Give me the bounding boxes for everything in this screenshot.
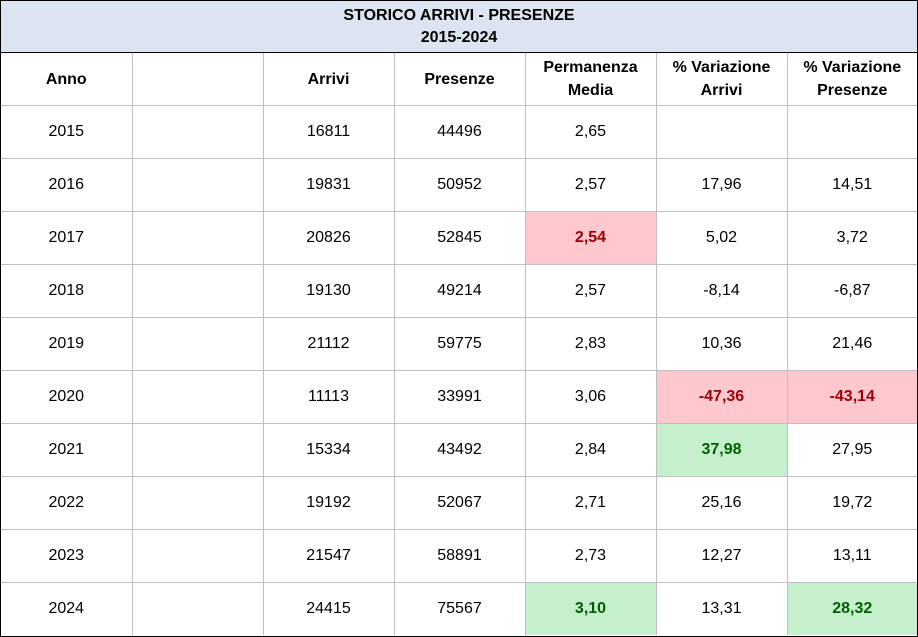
cell-permanenza[interactable]: 3,10 [524,582,657,635]
table-row: 2017 20826 52845 2,54 5,02 3,72 [1,211,917,265]
cell-blank[interactable] [131,370,264,424]
column-header-presenze: Presenze [393,53,526,106]
cell-anno[interactable]: 2020 [1,370,133,424]
cell-var_presenze[interactable]: -6,87 [786,264,917,318]
cell-anno[interactable]: 2017 [1,211,133,265]
cell-presenze[interactable]: 44496 [393,105,526,159]
table-row: 2016 19831 50952 2,57 17,96 14,51 [1,158,917,212]
cell-permanenza[interactable]: 2,65 [524,105,657,159]
table-title: STORICO ARRIVI - PRESENZE 2015-2024 [1,1,917,53]
cell-presenze[interactable]: 58891 [393,529,526,583]
column-header-var_arrivi: % Variazione Arrivi [655,53,788,106]
cell-var_arrivi[interactable]: -8,14 [655,264,788,318]
cell-arrivi[interactable]: 19130 [262,264,395,318]
cell-presenze[interactable]: 59775 [393,317,526,371]
cell-arrivi[interactable]: 11113 [262,370,395,424]
cell-anno[interactable]: 2018 [1,264,133,318]
cell-var_presenze[interactable]: 27,95 [786,423,917,477]
cell-blank[interactable] [131,158,264,212]
cell-var_presenze[interactable]: 13,11 [786,529,917,583]
cell-anno[interactable]: 2016 [1,158,133,212]
data-grid: Anno Arrivi Presenze Permanenza Media% Vari… [1,53,917,635]
cell-blank[interactable] [131,264,264,318]
table-row: 2021 15334 43492 2,84 37,98 27,95 [1,423,917,477]
cell-var_arrivi[interactable]: 13,31 [655,582,788,635]
cell-permanenza[interactable]: 2,71 [524,476,657,530]
cell-arrivi[interactable]: 21112 [262,317,395,371]
table-row: 2018 19130 49214 2,57 -8,14 -6,87 [1,264,917,318]
table-row: 2020 11113 33991 3,06 -47,36 -43,14 [1,370,917,424]
cell-blank[interactable] [131,582,264,635]
cell-anno[interactable]: 2015 [1,105,133,159]
cell-presenze[interactable]: 52845 [393,211,526,265]
cell-arrivi[interactable]: 16811 [262,105,395,159]
cell-var_arrivi[interactable]: -47,36 [655,370,788,424]
cell-var_presenze[interactable]: 19,72 [786,476,917,530]
cell-anno[interactable]: 2022 [1,476,133,530]
table-row: 2019 21112 59775 2,83 10,36 21,46 [1,317,917,371]
cell-permanenza[interactable]: 2,57 [524,158,657,212]
cell-arrivi[interactable]: 20826 [262,211,395,265]
column-header-var_presenze: % Variazione Presenze [786,53,917,106]
cell-var_arrivi[interactable]: 10,36 [655,317,788,371]
cell-var_presenze[interactable]: 28,32 [786,582,917,635]
cell-anno[interactable]: 2024 [1,582,133,635]
cell-arrivi[interactable]: 19831 [262,158,395,212]
cell-anno[interactable]: 2021 [1,423,133,477]
cell-arrivi[interactable]: 15334 [262,423,395,477]
cell-blank[interactable] [131,476,264,530]
cell-blank[interactable] [131,211,264,265]
cell-presenze[interactable]: 43492 [393,423,526,477]
cell-blank[interactable] [131,423,264,477]
table-row: 2022 19192 52067 2,71 25,16 19,72 [1,476,917,530]
cell-permanenza[interactable]: 2,54 [524,211,657,265]
cell-anno[interactable]: 2023 [1,529,133,583]
cell-presenze[interactable]: 52067 [393,476,526,530]
cell-anno[interactable]: 2019 [1,317,133,371]
header-row: Anno Arrivi Presenze Permanenza Media% Vari… [1,53,917,106]
cell-blank[interactable] [131,317,264,371]
column-header-arrivi: Arrivi [262,53,395,106]
cell-blank[interactable] [131,105,264,159]
cell-var_presenze[interactable] [786,105,917,159]
cell-var_arrivi[interactable]: 17,96 [655,158,788,212]
cell-presenze[interactable]: 50952 [393,158,526,212]
cell-var_presenze[interactable]: 14,51 [786,158,917,212]
column-header-blank [131,53,264,106]
table-row: 2015 16811 44496 2,65 [1,105,917,159]
cell-blank[interactable] [131,529,264,583]
table-body: 2015 16811 44496 2,65 2016 19831 50952 2,57 17,9… [1,105,917,635]
cell-presenze[interactable]: 49214 [393,264,526,318]
cell-var_arrivi[interactable]: 12,27 [655,529,788,583]
cell-var_arrivi[interactable]: 37,98 [655,423,788,477]
cell-permanenza[interactable]: 2,83 [524,317,657,371]
cell-arrivi[interactable]: 24415 [262,582,395,635]
table-row: 2024 24415 75567 3,10 13,31 28,32 [1,582,917,635]
cell-var_arrivi[interactable] [655,105,788,159]
cell-permanenza[interactable]: 3,06 [524,370,657,424]
title-line-1: STORICO ARRIVI - PRESENZE [343,6,575,24]
title-line-2: 2015-2024 [420,28,498,46]
cell-permanenza[interactable]: 2,57 [524,264,657,318]
cell-permanenza[interactable]: 2,84 [524,423,657,477]
table-row: 2023 21547 58891 2,73 12,27 13,11 [1,529,917,583]
cell-var_presenze[interactable]: -43,14 [786,370,917,424]
column-header-anno: Anno [1,53,133,106]
cell-presenze[interactable]: 33991 [393,370,526,424]
cell-var_presenze[interactable]: 3,72 [786,211,917,265]
cell-var_arrivi[interactable]: 25,16 [655,476,788,530]
cell-arrivi[interactable]: 21547 [262,529,395,583]
cell-presenze[interactable]: 75567 [393,582,526,635]
cell-var_arrivi[interactable]: 5,02 [655,211,788,265]
column-header-permanenza: Permanenza Media [524,53,657,106]
cell-arrivi[interactable]: 19192 [262,476,395,530]
cell-permanenza[interactable]: 2,73 [524,529,657,583]
cell-var_presenze[interactable]: 21,46 [786,317,917,371]
